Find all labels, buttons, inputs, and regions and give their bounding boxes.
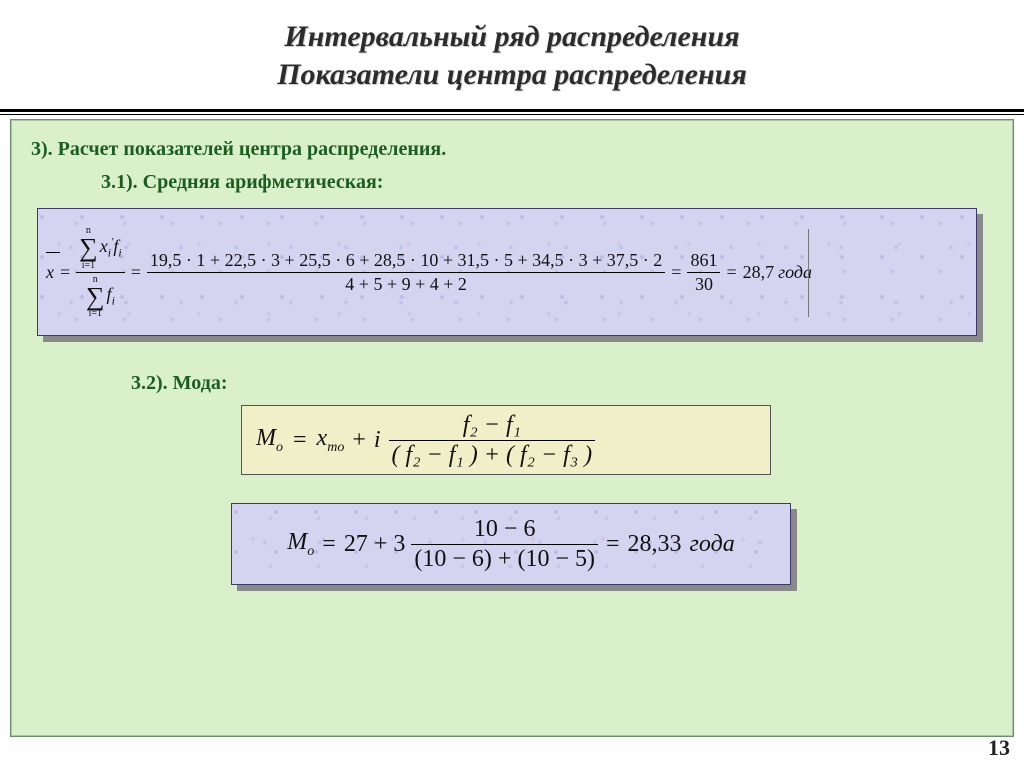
- sum-num-expr: xi'fi: [100, 236, 122, 261]
- title-line-1: Интервальный ряд распределения: [0, 18, 1024, 56]
- slide-page: Интервальный ряд распределения Показател…: [0, 0, 1024, 767]
- formula-divider-line: [808, 229, 809, 317]
- fraction-sums: n ∑ i=1 xi'fi n ∑ i=1: [76, 224, 125, 320]
- sum-den-expr: fi: [107, 284, 115, 309]
- equals-sign: =: [60, 262, 70, 283]
- plus-sign: +: [352, 427, 366, 454]
- equals-sign: =: [606, 531, 620, 558]
- equals-sign: =: [131, 262, 141, 283]
- fraction-totals: 861 30: [687, 249, 720, 296]
- section-3-1-heading: 3.1). Средняя арифметическая:: [101, 171, 993, 194]
- mean-result-unit: года: [778, 262, 812, 283]
- equals-sign: =: [671, 262, 681, 283]
- title-block: Интервальный ряд распределения Показател…: [0, 0, 1024, 103]
- divider-thick: [0, 109, 1024, 112]
- variable-xbar: x: [46, 262, 54, 283]
- mode-result-unit: года: [690, 531, 735, 558]
- formula-mode-general: Mo = xmo + i f₂ − f₁ ( f₂ − f₁ ) + ( f₂ …: [242, 406, 770, 474]
- variable-Mo: Mo: [287, 529, 314, 560]
- fraction-mode: f₂ − f₁ ( f₂ − f₁ ) + ( f₂ − f₃ ): [389, 411, 596, 470]
- formula-mode-general-box: Mo = xmo + i f₂ − f₁ ( f₂ − f₁ ) + ( f₂ …: [241, 405, 771, 475]
- i-value: 3: [393, 531, 405, 558]
- plus-sign: +: [374, 531, 388, 558]
- sigma-denominator: n ∑ i=1: [86, 274, 105, 319]
- mode-result-value: 28,33: [628, 531, 682, 558]
- formula-mean: x = n ∑ i=1 xi'fi: [38, 209, 976, 335]
- formula-mean-box: x = n ∑ i=1 xi'fi: [37, 208, 977, 336]
- variable-Mo: Mo: [256, 425, 283, 456]
- section-3-heading: 3). Расчет показателей центра распределе…: [31, 138, 993, 161]
- xmo-value: 27: [344, 531, 368, 558]
- fraction-mode-numeric: 10 − 6 (10 − 6) + (10 − 5): [411, 515, 598, 574]
- mean-result-value: 28,7: [743, 262, 775, 283]
- fraction-expanded: 19,5 · 1 + 22,5 · 3 + 25,5 · 6 + 28,5 · …: [147, 249, 665, 296]
- divider-thin: [0, 114, 1024, 115]
- formula-mode-numeric-box: Mo = 27 + 3 10 − 6 (10 − 6) + (10 − 5) =…: [231, 503, 791, 585]
- page-number: 13: [988, 735, 1010, 761]
- title-line-2: Показатели центра распределения: [0, 56, 1024, 94]
- variable-xmo: xmo: [317, 425, 345, 456]
- variable-i: i: [374, 427, 381, 454]
- section-3-2-heading: 3.2). Мода:: [131, 372, 993, 395]
- equals-sign: =: [322, 531, 336, 558]
- equals-sign: =: [293, 427, 307, 454]
- content-panel: 3). Расчет показателей центра распределе…: [10, 119, 1014, 737]
- formula-mode-numeric: Mo = 27 + 3 10 − 6 (10 − 6) + (10 − 5) =…: [232, 504, 790, 584]
- sigma-numerator: n ∑ i=1: [79, 225, 98, 270]
- equals-sign: =: [726, 262, 736, 283]
